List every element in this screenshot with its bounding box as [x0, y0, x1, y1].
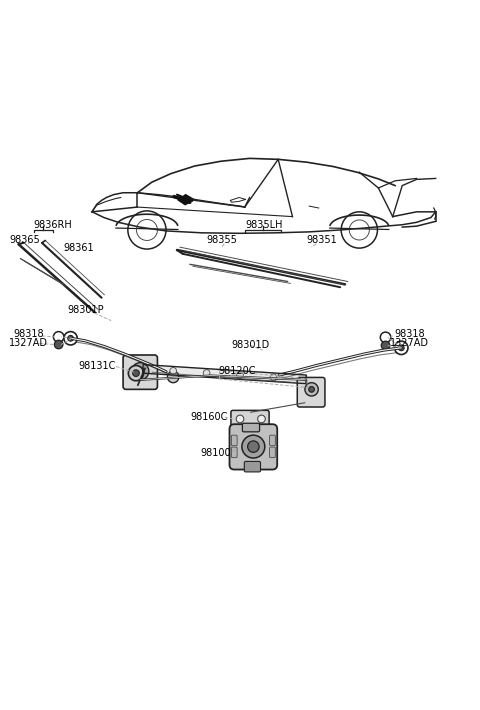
Circle shape [398, 345, 404, 351]
Circle shape [136, 367, 144, 375]
FancyBboxPatch shape [244, 462, 261, 472]
Text: 9836RH: 9836RH [34, 219, 72, 230]
Circle shape [395, 342, 408, 354]
Circle shape [128, 366, 144, 381]
Circle shape [237, 372, 243, 378]
Text: 9835LH: 9835LH [246, 219, 283, 230]
Circle shape [258, 415, 265, 422]
Text: 98318: 98318 [395, 329, 425, 339]
Polygon shape [143, 364, 306, 383]
Text: 98351: 98351 [307, 236, 337, 246]
Circle shape [68, 335, 73, 342]
Text: 98301P: 98301P [67, 305, 104, 315]
Text: 98131C: 98131C [79, 361, 116, 371]
Text: 1327AD: 1327AD [9, 338, 48, 348]
Polygon shape [178, 197, 190, 204]
Circle shape [203, 370, 210, 376]
Text: 98318: 98318 [14, 329, 45, 339]
Circle shape [168, 371, 179, 383]
Text: 98301D: 98301D [231, 339, 270, 349]
Circle shape [54, 340, 63, 349]
Circle shape [236, 415, 244, 422]
Circle shape [248, 441, 259, 452]
FancyBboxPatch shape [231, 435, 237, 446]
Text: 1327AD: 1327AD [390, 338, 429, 348]
FancyBboxPatch shape [231, 447, 237, 458]
Circle shape [305, 383, 318, 396]
Circle shape [242, 435, 265, 458]
FancyBboxPatch shape [123, 355, 157, 389]
FancyBboxPatch shape [270, 447, 276, 458]
Circle shape [64, 332, 77, 345]
Text: 98100: 98100 [201, 448, 231, 458]
Circle shape [309, 386, 314, 392]
FancyBboxPatch shape [242, 423, 260, 432]
Text: 98160C: 98160C [190, 412, 227, 422]
Circle shape [381, 342, 390, 350]
Polygon shape [182, 195, 194, 202]
Circle shape [270, 374, 277, 381]
Text: 98120C: 98120C [218, 366, 256, 376]
Circle shape [132, 363, 149, 380]
Text: 98365: 98365 [9, 236, 40, 246]
Text: 98361: 98361 [63, 243, 94, 253]
FancyBboxPatch shape [297, 378, 325, 407]
Circle shape [132, 370, 139, 376]
Circle shape [170, 368, 177, 374]
FancyBboxPatch shape [270, 435, 276, 446]
FancyBboxPatch shape [229, 424, 277, 469]
Text: 98355: 98355 [206, 236, 238, 246]
FancyBboxPatch shape [231, 410, 269, 427]
